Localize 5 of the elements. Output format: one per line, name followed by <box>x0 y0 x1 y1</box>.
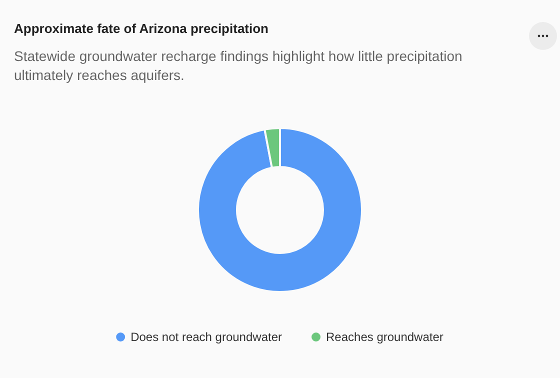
legend-label: Does not reach groundwater <box>130 330 282 344</box>
donut-slice <box>197 127 363 293</box>
chart-title: Approximate fate of Arizona precipitation <box>14 21 269 36</box>
chart-subtitle: Statewide groundwater recharge findings highlight how little precipitation ultimately reaches aquifers. <box>14 48 462 83</box>
legend-label: Reaches groundwater <box>326 330 444 344</box>
